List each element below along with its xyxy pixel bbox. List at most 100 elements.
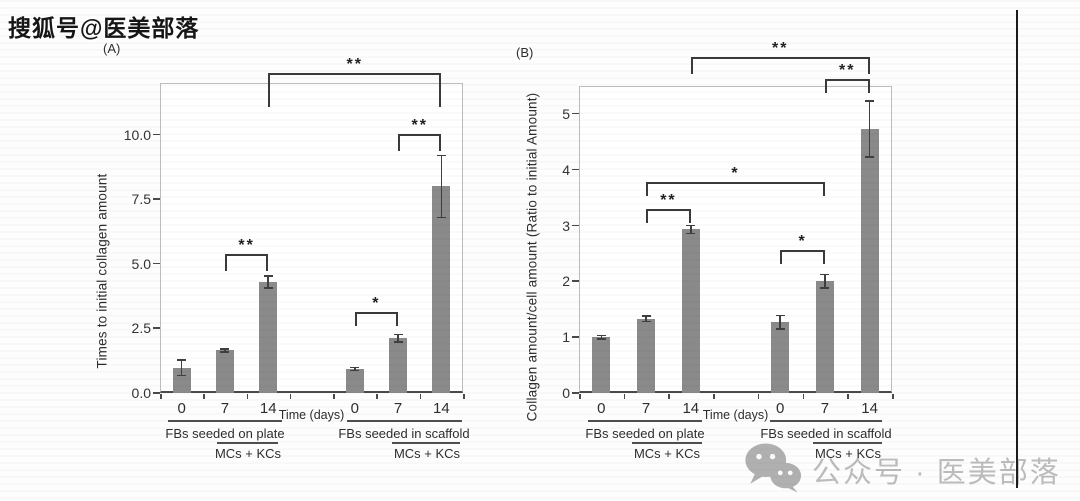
bracket-leg (439, 135, 442, 151)
significance-stars-A: ** (346, 56, 364, 73)
error-cap-B (865, 100, 875, 102)
significance-bracket-B (646, 182, 825, 196)
error-cap-B (686, 232, 696, 235)
subgroup-label-A: MCs + KCs (393, 446, 461, 461)
x-label-B: 7 (820, 400, 830, 417)
significance-bracket-B (646, 209, 691, 223)
plot-area-B (579, 86, 892, 393)
significance-stars-A: ** (238, 237, 255, 254)
error-bar-A (267, 275, 269, 288)
x-label-A: 0 (350, 400, 359, 417)
error-cap-A (393, 341, 403, 343)
bracket-leg (398, 135, 401, 151)
significance-bracket-B (690, 57, 870, 74)
x-label-A: 0 (177, 400, 186, 417)
bar-A-7 (215, 350, 234, 393)
subgroup-label-B: MCs + KCs (633, 446, 701, 461)
significance-stars-B: ** (771, 40, 789, 57)
y-tick-label-B: 1 (562, 329, 570, 346)
error-cap-A (436, 216, 446, 219)
error-cap-B (865, 156, 875, 158)
subgroup-label-A: MCs + KCs (214, 446, 282, 461)
bracket-leg (690, 58, 693, 74)
bracket-leg (266, 255, 269, 271)
bar-B-14 (860, 128, 879, 393)
bar-B-0 (771, 322, 790, 393)
significance-stars-A: ** (411, 117, 428, 134)
x-tick-A (463, 394, 465, 399)
group-label-A: FBs seeded in scaffold (338, 426, 470, 441)
x-tick-A (160, 394, 162, 399)
x-tick-A (376, 394, 378, 399)
error-bar-A (440, 155, 443, 218)
error-cap-B (596, 334, 606, 337)
error-cap-B (775, 328, 785, 330)
bracket-leg (688, 210, 691, 223)
y-tick-label-B: 2 (562, 273, 570, 290)
y-tick-A (153, 262, 160, 265)
bracket-leg (354, 313, 357, 326)
significance-stars-B: * (798, 233, 807, 250)
error-cap-A (393, 333, 403, 336)
error-cap-B (641, 320, 651, 323)
error-cap-B (686, 224, 696, 227)
y-tick-B (572, 280, 579, 282)
x-axis-title-B: Time (days) (702, 408, 769, 422)
subgroup-overline-B (813, 442, 882, 444)
y-tick-label-B: 4 (562, 161, 570, 178)
significance-bracket-A (268, 73, 442, 107)
significance-bracket-B (780, 250, 825, 264)
error-bar-B (824, 274, 826, 289)
x-label-B: 14 (861, 400, 878, 417)
y-tick-label-A: 7.5 (131, 191, 151, 208)
error-cap-B (775, 314, 785, 317)
x-tick-B (668, 394, 670, 399)
significance-bracket-A (224, 254, 269, 271)
x-tick-B (892, 394, 894, 399)
significance-stars-A: * (372, 295, 381, 312)
group-underline-A (168, 420, 282, 422)
error-cap-A (350, 369, 360, 372)
y-tick-label-A: 10.0 (123, 126, 151, 143)
error-cap-B (820, 287, 830, 289)
bracket-leg (646, 183, 649, 196)
x-label-B: 0 (597, 400, 606, 417)
bar-B-14 (681, 229, 700, 393)
x-tick-B (757, 394, 760, 399)
x-tick-B (802, 394, 805, 399)
group-label-B: FBs seeded in scaffold (760, 426, 892, 441)
error-bar-B (868, 101, 871, 157)
bracket-leg (224, 255, 227, 271)
group-label-A: FBs seeded on plate (165, 426, 285, 441)
x-label-B: 7 (641, 400, 651, 417)
error-cap-A (436, 154, 446, 157)
significance-bracket-B (824, 79, 870, 93)
bar-B-0 (592, 337, 611, 393)
bar-A-7 (389, 338, 408, 393)
x-tick-B (579, 394, 581, 399)
y-tick-label-B: 3 (562, 217, 570, 234)
subgroup-overline-B (632, 442, 702, 444)
bracket-leg (867, 58, 870, 74)
subgroup-overline-A (392, 442, 460, 444)
x-tick-B (847, 394, 849, 399)
x-axis-title-A: Time (days) (278, 408, 345, 422)
x-label-A: 7 (393, 400, 403, 417)
group-underline-A (347, 420, 462, 422)
error-bar-A (180, 360, 183, 376)
bracket-leg (780, 251, 783, 264)
error-bar-B (645, 315, 647, 322)
wechat-icon (744, 441, 802, 498)
bracket-leg (822, 251, 825, 264)
bracket-leg (439, 74, 442, 107)
error-bar-B (600, 335, 603, 339)
group-underline-B (588, 420, 702, 422)
significance-stars-B: * (731, 165, 740, 182)
y-tick-A (153, 133, 160, 136)
x-tick-A (419, 394, 422, 399)
significance-bracket-A (398, 134, 442, 151)
x-label-B: 0 (776, 400, 785, 417)
error-bar-B (779, 315, 781, 329)
error-bar-A (354, 367, 356, 371)
